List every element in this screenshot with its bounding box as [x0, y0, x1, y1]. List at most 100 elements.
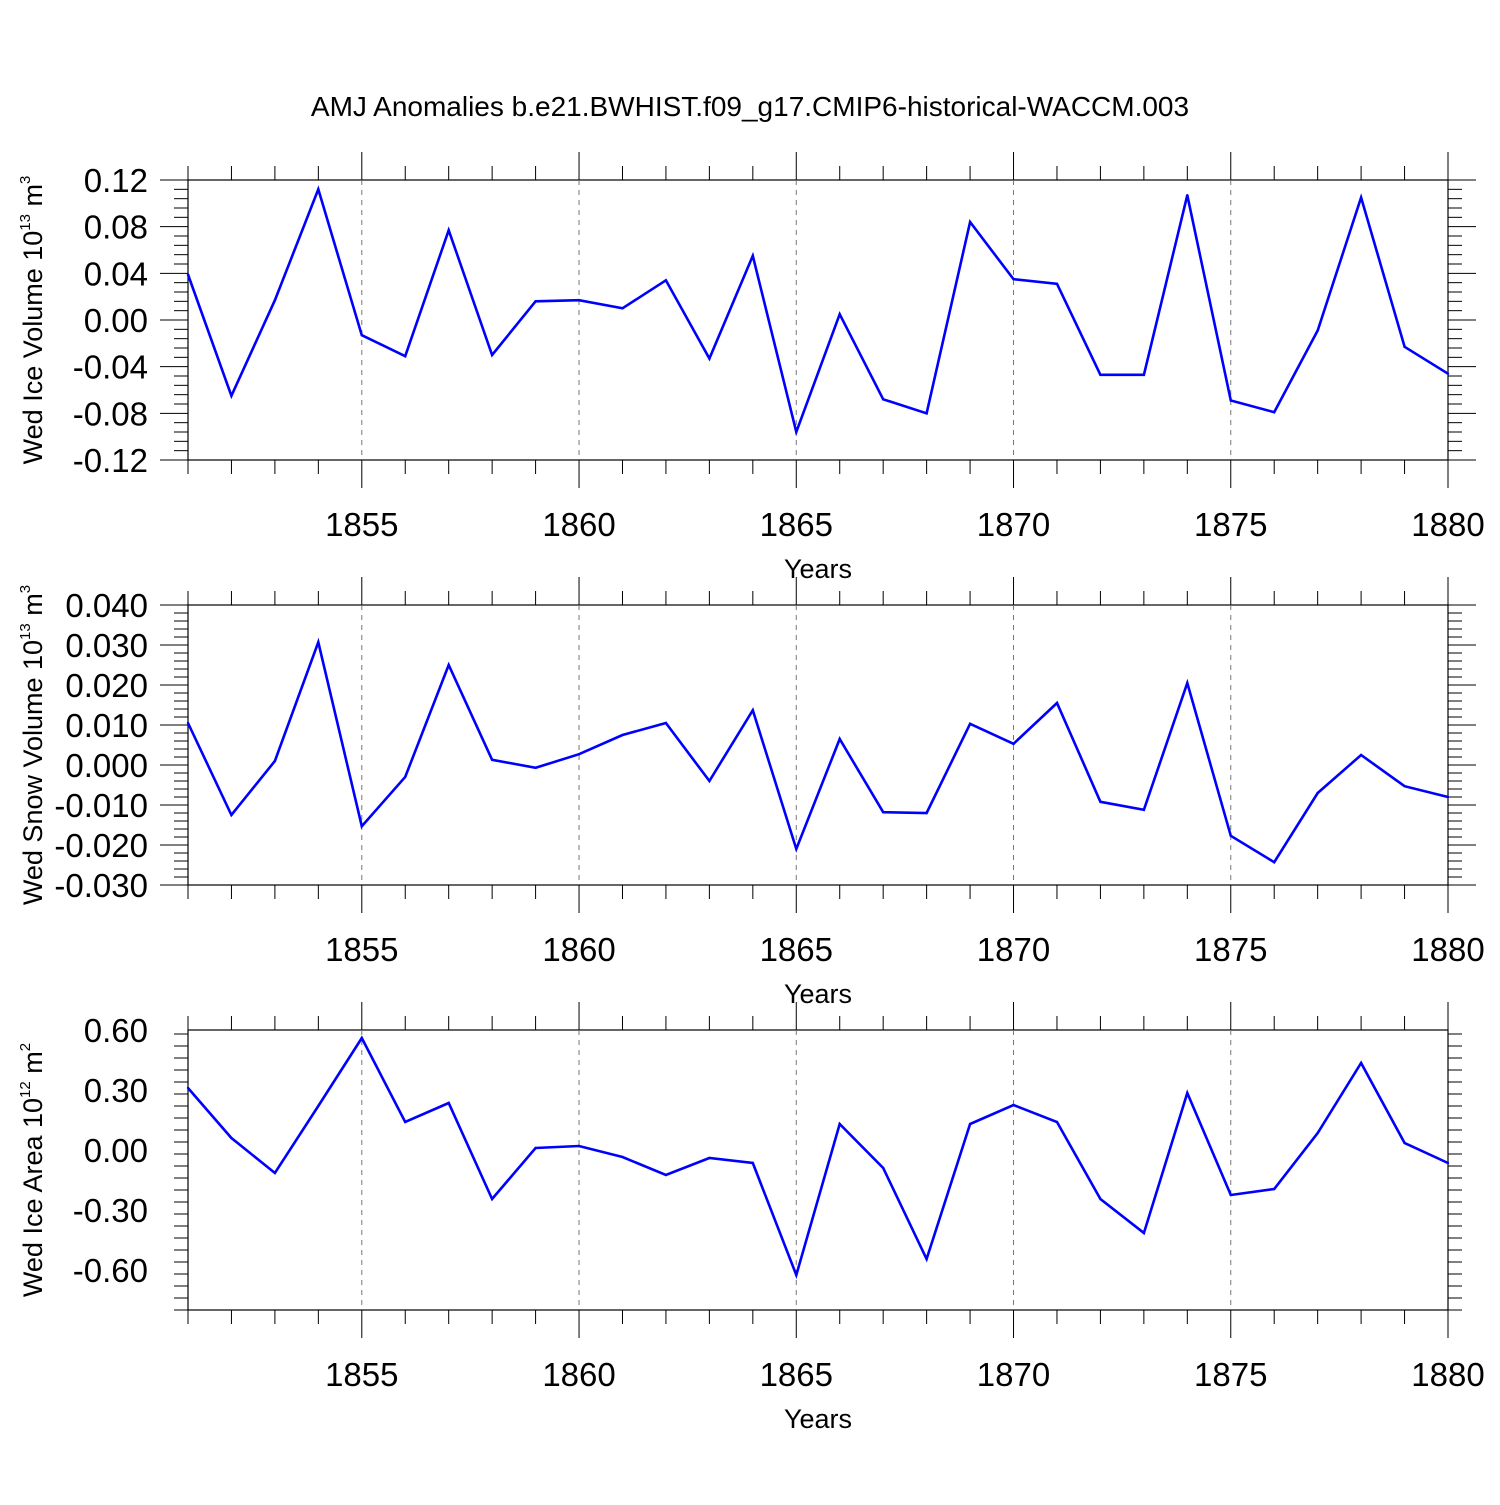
data-point	[968, 722, 972, 725]
panel-3: 1855 1860 1865 1870 1875 1880 -0.60 -0.30 0.00 0.…	[17, 1002, 1485, 1434]
data-point	[360, 1036, 363, 1040]
x-tick-label: 1880	[1411, 506, 1484, 543]
data-point	[577, 1144, 581, 1148]
data-point	[1273, 410, 1276, 414]
data-point	[1186, 1091, 1189, 1095]
x-tick-label: 1870	[977, 1356, 1050, 1393]
y-axis-label-text: Wed Ice Volume 10	[18, 231, 48, 465]
x-tick-label: 1875	[1194, 931, 1267, 968]
x-tick-label: 1860	[542, 506, 615, 543]
y-tick-label: 0.00	[84, 1132, 148, 1169]
data-point	[621, 307, 624, 310]
plot-frame	[187, 1029, 1449, 1311]
data-point	[1055, 1120, 1059, 1124]
data-point	[1359, 1061, 1363, 1065]
data-point	[751, 254, 755, 258]
data-point	[1012, 742, 1015, 745]
data-point	[1359, 196, 1363, 199]
x-axis-label: Years	[784, 554, 852, 584]
data-point	[360, 825, 363, 828]
data-point	[881, 811, 885, 814]
y-tick-label: 0.020	[65, 667, 148, 704]
data-point	[404, 1120, 407, 1124]
data-point	[1273, 1187, 1276, 1191]
y-tick-label: 0.60	[84, 1012, 148, 1049]
y-axis-label-unit-exponent: 3	[17, 176, 34, 184]
data-point	[1142, 808, 1146, 811]
data-point	[664, 1173, 668, 1177]
data-point	[447, 1101, 450, 1105]
data-point	[838, 737, 841, 741]
data-point	[795, 430, 798, 434]
data-point	[1099, 1197, 1102, 1201]
y-axis-label-unit-exponent: 3	[17, 585, 34, 593]
data-point	[925, 811, 928, 815]
x-tick-label: 1870	[977, 506, 1050, 543]
data-point	[1099, 800, 1102, 803]
data-point	[534, 1146, 537, 1150]
data-point	[1229, 1193, 1232, 1197]
data-point	[1403, 345, 1406, 349]
data-point	[795, 847, 798, 851]
series-line	[186, 637, 1449, 864]
data-point	[1403, 1141, 1406, 1145]
data-point	[534, 300, 537, 303]
x-axis-label: Years	[784, 1404, 852, 1434]
data-point	[577, 753, 581, 756]
data-point	[1186, 193, 1189, 197]
data-point	[577, 298, 581, 302]
x-tick-label: 1860	[542, 1356, 615, 1393]
y-tick-label: 0.08	[84, 209, 148, 246]
data-point	[1186, 681, 1189, 685]
panels: 1855 1860 1865 1870 1875 1880 -0.12 -0.08 -0.04 0…	[17, 152, 1485, 1434]
x-tick-label: 1855	[325, 1356, 398, 1393]
data-point	[751, 709, 755, 712]
y-tick-label: 0.030	[65, 627, 148, 664]
y-tick-label: 0.30	[84, 1072, 148, 1109]
data-point	[186, 721, 190, 725]
x-tick-label: 1865	[760, 506, 833, 543]
data-point	[1055, 282, 1059, 286]
y-axis-label-unit: m	[18, 593, 48, 623]
x-tick-label: 1875	[1194, 1356, 1267, 1393]
x-tick-label: 1870	[977, 931, 1050, 968]
y-axis-label-exponent: 12	[17, 1081, 34, 1098]
y-axis-label: Wed Ice Volume 1013 m3	[17, 176, 48, 465]
data-point	[838, 312, 841, 316]
panel-2: 1855 1860 1865 1870 1875 1880 -0.030-0.020-0.0…	[17, 577, 1485, 1009]
data-point	[317, 1104, 320, 1108]
data-point	[1229, 399, 1232, 402]
data-point	[968, 1122, 972, 1126]
data-point	[1446, 1161, 1450, 1165]
data-point	[230, 813, 233, 817]
y-tick-label: 0.12	[84, 162, 148, 199]
data-point	[925, 1257, 928, 1261]
data-point	[186, 273, 190, 276]
data-point	[230, 1136, 233, 1140]
y-tick-label: 0.000	[65, 747, 148, 784]
y-tick-label: -0.030	[54, 867, 148, 904]
data-point	[273, 759, 277, 763]
y-axis-label-text: Wed Ice Area 10	[18, 1098, 48, 1297]
data-point	[1446, 795, 1450, 799]
data-point	[664, 721, 668, 725]
data-point	[968, 220, 972, 224]
data-point	[708, 357, 711, 360]
x-tick-label: 1855	[325, 506, 398, 543]
data-point	[273, 1171, 277, 1175]
data-point	[664, 279, 668, 282]
x-tick-label: 1880	[1411, 931, 1484, 968]
y-tick-label: 0.010	[65, 707, 148, 744]
y-tick-label: -0.08	[73, 395, 148, 432]
data-point	[273, 298, 277, 302]
y-axis-label-exponent: 13	[17, 623, 34, 640]
x-tick-label: 1855	[325, 931, 398, 968]
data-point	[447, 663, 450, 667]
data-point	[1273, 861, 1276, 864]
data-point	[230, 394, 233, 398]
y-axis-label: Wed Ice Area 1012 m2	[17, 1043, 48, 1297]
data-point	[838, 1122, 841, 1126]
data-point	[881, 1166, 885, 1170]
y-tick-label: -0.020	[54, 827, 148, 864]
